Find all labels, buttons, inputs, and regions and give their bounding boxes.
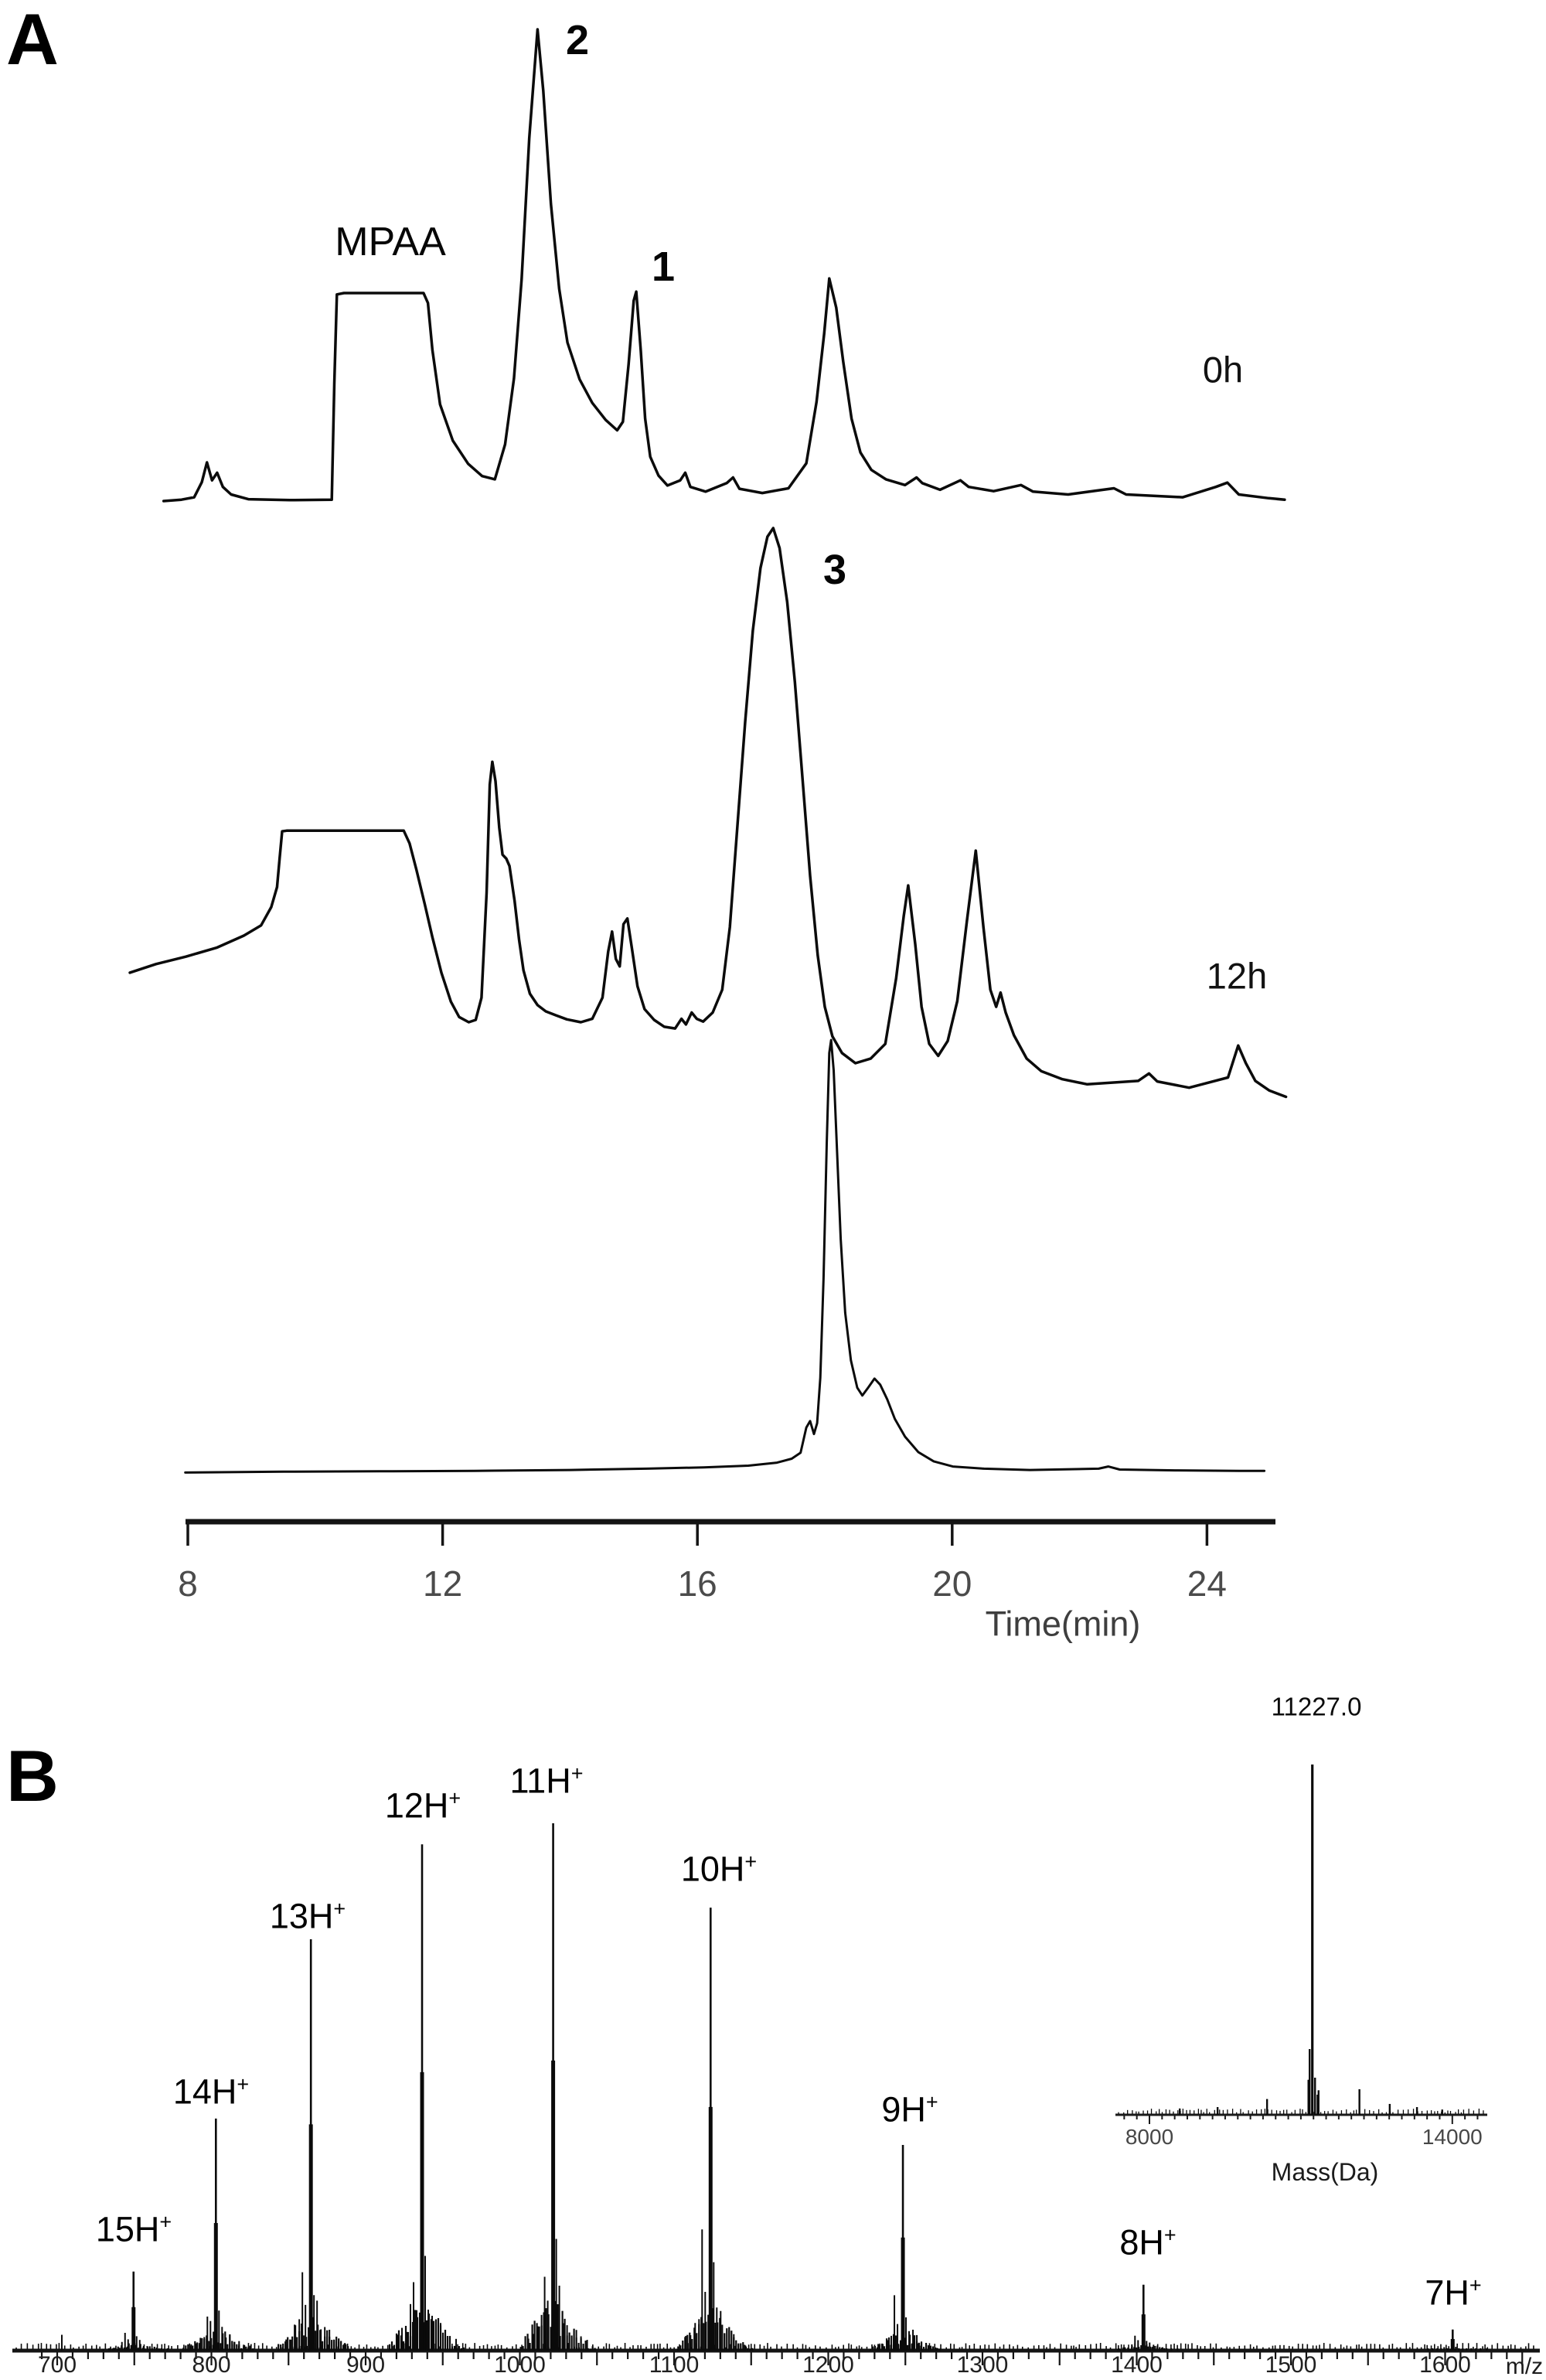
charge-label-9h: 9H+ — [881, 2089, 938, 2129]
time-axis-title: Time(min) — [985, 1604, 1141, 1644]
superscript-charge-sign: + — [333, 1897, 346, 1921]
time-tick-label-8: 8 — [178, 1563, 198, 1604]
chromatogram-trace-purified — [184, 1038, 1266, 1474]
mz-tick-label-700: 700 — [37, 2352, 77, 2378]
time-tick-label-24: 24 — [1187, 1563, 1227, 1604]
mz-tick-label-900: 900 — [346, 2352, 386, 2378]
chromatogram-trace-12h — [128, 527, 1288, 1099]
charge-label-15h: 15H+ — [95, 2209, 172, 2249]
charge-label-11h: 11H+ — [509, 1761, 584, 1801]
inset-tick-label-8000: 8000 — [1125, 2125, 1174, 2149]
inset-tick-label-14000: 14000 — [1422, 2125, 1483, 2149]
time-tick-label-20: 20 — [932, 1563, 972, 1604]
superscript-charge-sign: + — [159, 2210, 172, 2234]
superscript-charge-sign: + — [1163, 2223, 1177, 2247]
charge-label-10h: 10H+ — [680, 1849, 758, 1889]
trace-time-label-12h: 12h — [1206, 955, 1268, 997]
superscript-charge-sign: + — [237, 2072, 250, 2096]
charge-label-13h: 13H+ — [269, 1896, 346, 1936]
mz-tick-label-1200: 1200 — [802, 2352, 854, 2378]
mz-tick-label-1500: 1500 — [1265, 2352, 1317, 2378]
peak-annotation-1: 1 — [651, 244, 676, 290]
peak-annotation-mpaa: MPAA — [335, 220, 446, 264]
superscript-charge-sign: + — [570, 1761, 584, 1785]
superscript-charge-sign: + — [744, 1850, 758, 1874]
charge-label-7h: 7H+ — [1425, 2273, 1482, 2313]
inset-deconvoluted-mass-label: 11227.0 — [1271, 1692, 1362, 1721]
peak-annotation-2: 2 — [565, 17, 590, 63]
mz-tick-label-800: 800 — [192, 2352, 231, 2378]
charge-label-14h: 14H+ — [172, 2071, 250, 2112]
time-tick-label-12: 12 — [423, 1563, 463, 1604]
trace-time-label-0h: 0h — [1202, 349, 1244, 390]
panel-a-letter: A — [6, 0, 59, 80]
inset-mass-axis-title: Mass(Da) — [1271, 2158, 1379, 2186]
mz-tick-label-1600: 1600 — [1419, 2352, 1471, 2378]
superscript-charge-sign: + — [448, 1786, 461, 1810]
mz-axis-title: m/z — [1505, 2354, 1544, 2379]
superscript-charge-sign: + — [925, 2090, 938, 2114]
mz-tick-label-1000: 1000 — [494, 2352, 546, 2378]
charge-label-12h: 12H+ — [384, 1785, 461, 1826]
time-tick-label-16: 16 — [677, 1563, 717, 1604]
charge-label-8h: 8H+ — [1119, 2222, 1177, 2262]
mz-tick-label-1300: 1300 — [956, 2352, 1009, 2378]
peak-annotation-3: 3 — [822, 547, 847, 593]
mz-tick-label-1100: 1100 — [649, 2352, 700, 2378]
panel-b-letter: B — [6, 1735, 59, 1816]
superscript-charge-sign: + — [1469, 2273, 1482, 2297]
chromatogram-trace-0h — [162, 28, 1286, 503]
mz-tick-label-1400: 1400 — [1111, 2352, 1163, 2378]
